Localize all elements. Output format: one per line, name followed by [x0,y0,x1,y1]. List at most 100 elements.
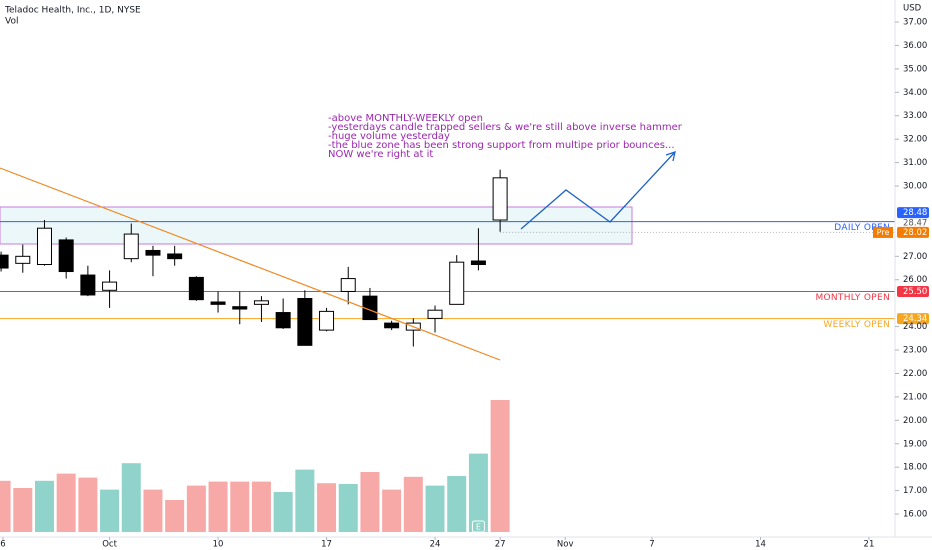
note-line: -huge volume yesterday [328,131,450,142]
volume-bar [425,485,445,532]
volume-bar [490,400,510,532]
premarket-tag: Pre [877,228,890,237]
volume-bar [121,463,141,532]
volume-bar [447,476,467,532]
candle-body [492,177,508,221]
candle-body [102,281,118,291]
candle-body [210,301,226,305]
y-tick-label: 18.00 [903,463,927,473]
projection-path [520,151,676,230]
currency: USD [903,4,922,14]
volume-bar [295,469,315,532]
levels: DAILY OPEN 28.48 MONTHLY OPEN 25.50 WEEKLY O… [0,207,929,330]
level-name: DAILY OPEN [834,223,890,233]
x-tick-label: Nov [557,540,574,550]
note-line: -above MONTHLY-WEEKLY open [328,113,483,124]
y-tick-label: 23.00 [903,346,927,356]
candle-body [232,306,248,310]
premarket-value: 28.02 [903,228,927,238]
projection-arrowhead [665,151,676,162]
y-tick-label: 21.00 [903,392,927,402]
candle-body [145,249,161,256]
y-tick-label: 36.00 [903,41,927,51]
candle-body [123,233,139,260]
candle-body [275,312,291,329]
earnings-marker-box [471,520,485,533]
volume-label: Vol [5,17,18,27]
chart-title: Teladoc Health, Inc., 1D, NYSE [4,6,141,16]
y-tick-label: 33.00 [903,111,927,121]
candle-body [253,300,269,305]
candle-body [36,227,52,266]
volume-bar [34,480,54,532]
volume-bar [165,500,185,532]
note-line: -yesterdays candle trapped sellers & we'… [328,122,683,133]
volume-bar [56,473,76,532]
notes: -above MONTHLY-WEEKLY open-yesterdays ca… [328,113,683,160]
volume-bar [230,481,250,532]
candle-body [319,310,335,331]
last-price-label: 28.47 [903,218,927,228]
candle-body [80,274,96,296]
x-tick-label: 10 [213,540,224,550]
candle-body [384,322,400,329]
level-tag-label: 25.50 [903,287,927,297]
volume-bar [468,453,488,532]
candle-body [58,239,74,273]
y-tick-label: 22.00 [903,369,927,379]
x-tick-label: 24 [430,540,441,550]
volume-bar [338,484,358,532]
volume-pane: E [0,400,510,533]
candle-body [427,309,443,319]
y-tick-label: 37.00 [903,18,927,28]
y-tick-label: 16.00 [903,510,927,520]
volume-bar [78,477,98,532]
earnings-marker: E [476,523,481,532]
volume-bar [382,489,402,532]
premarket-value-box [897,226,929,238]
candle-body [470,260,486,266]
candle-body [449,261,465,305]
candle-body [340,278,356,292]
y-tick-label: 30.00 [903,182,927,192]
volume-bar [0,480,11,532]
level-name: WEEKLY OPEN [823,320,890,330]
x-tick-label: 21 [864,540,875,550]
y-tick-label: 34.00 [903,88,927,98]
candle-body [167,253,183,260]
y-tick-label: 19.00 [903,439,927,449]
volume-bar [13,488,33,532]
x-tick-label: 14 [755,540,766,550]
note-line: NOW we're right at it [328,149,433,160]
x-tick-label: 6 [0,540,5,550]
volume-bar [143,489,163,532]
x-tick-label: 27 [495,540,506,550]
candle-body [15,255,31,264]
candles [0,169,508,347]
note-line: -the blue zone has been strong support f… [328,140,675,151]
level-tag [897,313,929,325]
x-tick-label: 17 [321,540,332,550]
volume-bar [186,485,206,532]
trend-line [0,167,501,361]
y-tick-label: 27.00 [903,252,927,262]
volume-bar [208,481,228,532]
level-tag-label: 28.48 [903,208,927,218]
y-tick-label: 32.00 [903,135,927,145]
volume-bar [251,481,271,532]
volume-bar [403,476,423,532]
candle-body [188,276,204,301]
volume-bar [317,483,337,532]
x-tick-label: 7 [649,540,654,550]
volume-bar [273,492,293,532]
support-zone [0,206,633,245]
volume-bar [360,472,380,532]
y-tick-label: 17.00 [903,486,927,496]
level-name: MONTHLY OPEN [815,293,890,303]
y-tick-label: 26.00 [903,275,927,285]
level-tag [897,207,929,219]
y-tick-label: 24.00 [903,322,927,332]
